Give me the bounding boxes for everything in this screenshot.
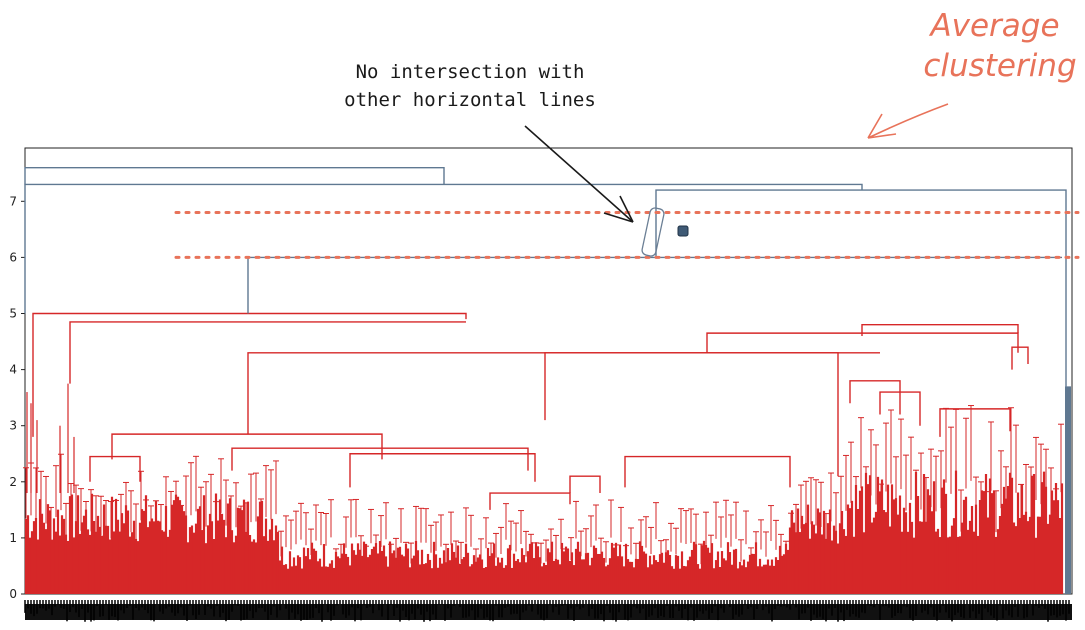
- merge-blue-7.3: [24, 183, 863, 314]
- merge-red-1.8: [489, 492, 571, 510]
- merge-red-3.8: [849, 380, 901, 415]
- merge-red-4.3b: [544, 352, 880, 421]
- merge-red-4.65: [706, 332, 1019, 353]
- merge-blue-7.2: [655, 189, 1067, 286]
- merge-red-3.6: [879, 391, 921, 426]
- checkbox-icon: [677, 225, 689, 237]
- leaf-label-band: [24, 600, 1072, 622]
- merge-red-2.1: [569, 475, 601, 494]
- merge-red-4.4: [1011, 346, 1029, 370]
- annotation-arrow-shaft: [524, 125, 634, 223]
- merge-red-2.6: [231, 447, 529, 471]
- clustering-label: clustering: [923, 48, 1076, 84]
- orange-arrow-icon: [867, 103, 949, 139]
- y-tick-label-6: 6: [9, 250, 17, 264]
- merge-blue-7.6: [24, 166, 445, 185]
- threshold-lines: [174, 211, 1080, 259]
- annotation-line-2: other horizontal lines: [344, 89, 596, 111]
- y-axis: 0 1 2 3 4 5 6 7: [9, 194, 25, 601]
- merge-red-4.8: [861, 324, 1019, 336]
- merge-red-4.85: [69, 321, 466, 384]
- y-tick-label-1: 1: [9, 531, 17, 545]
- merge-red-4.3: [247, 352, 839, 477]
- merge-red-2.45: [624, 455, 791, 488]
- merge-red-2.5: [349, 453, 536, 488]
- merge-red-2.45b: [89, 455, 141, 482]
- y-tick-label-5: 5: [9, 307, 17, 321]
- leaf-labels-mass: [25, 604, 1072, 620]
- y-tick-label-0: 0: [9, 587, 17, 601]
- y-tick-label-3: 3: [9, 419, 17, 433]
- merge-blue-6.0: [247, 256, 1062, 314]
- y-tick-label-2: 2: [9, 475, 17, 489]
- annotation-line-1: No intersection with: [356, 61, 585, 83]
- average-label: Average: [928, 8, 1059, 44]
- annotation-arrow-head: [603, 195, 634, 223]
- annotation-average-clustering: Average clustering: [867, 8, 1077, 139]
- merge-red-2.85: [111, 433, 383, 460]
- dendrogram-links: [24, 166, 1071, 594]
- annotation-no-intersection: No intersection with other horizontal li…: [344, 61, 689, 257]
- annotation-highlight-box: [641, 207, 665, 257]
- y-tick-label-4: 4: [9, 363, 17, 377]
- merge-red-3.3: [939, 408, 1011, 437]
- y-tick-label-7: 7: [9, 194, 17, 208]
- red-cluster-region: [23, 383, 1064, 594]
- merge-red-5.0: [32, 312, 467, 437]
